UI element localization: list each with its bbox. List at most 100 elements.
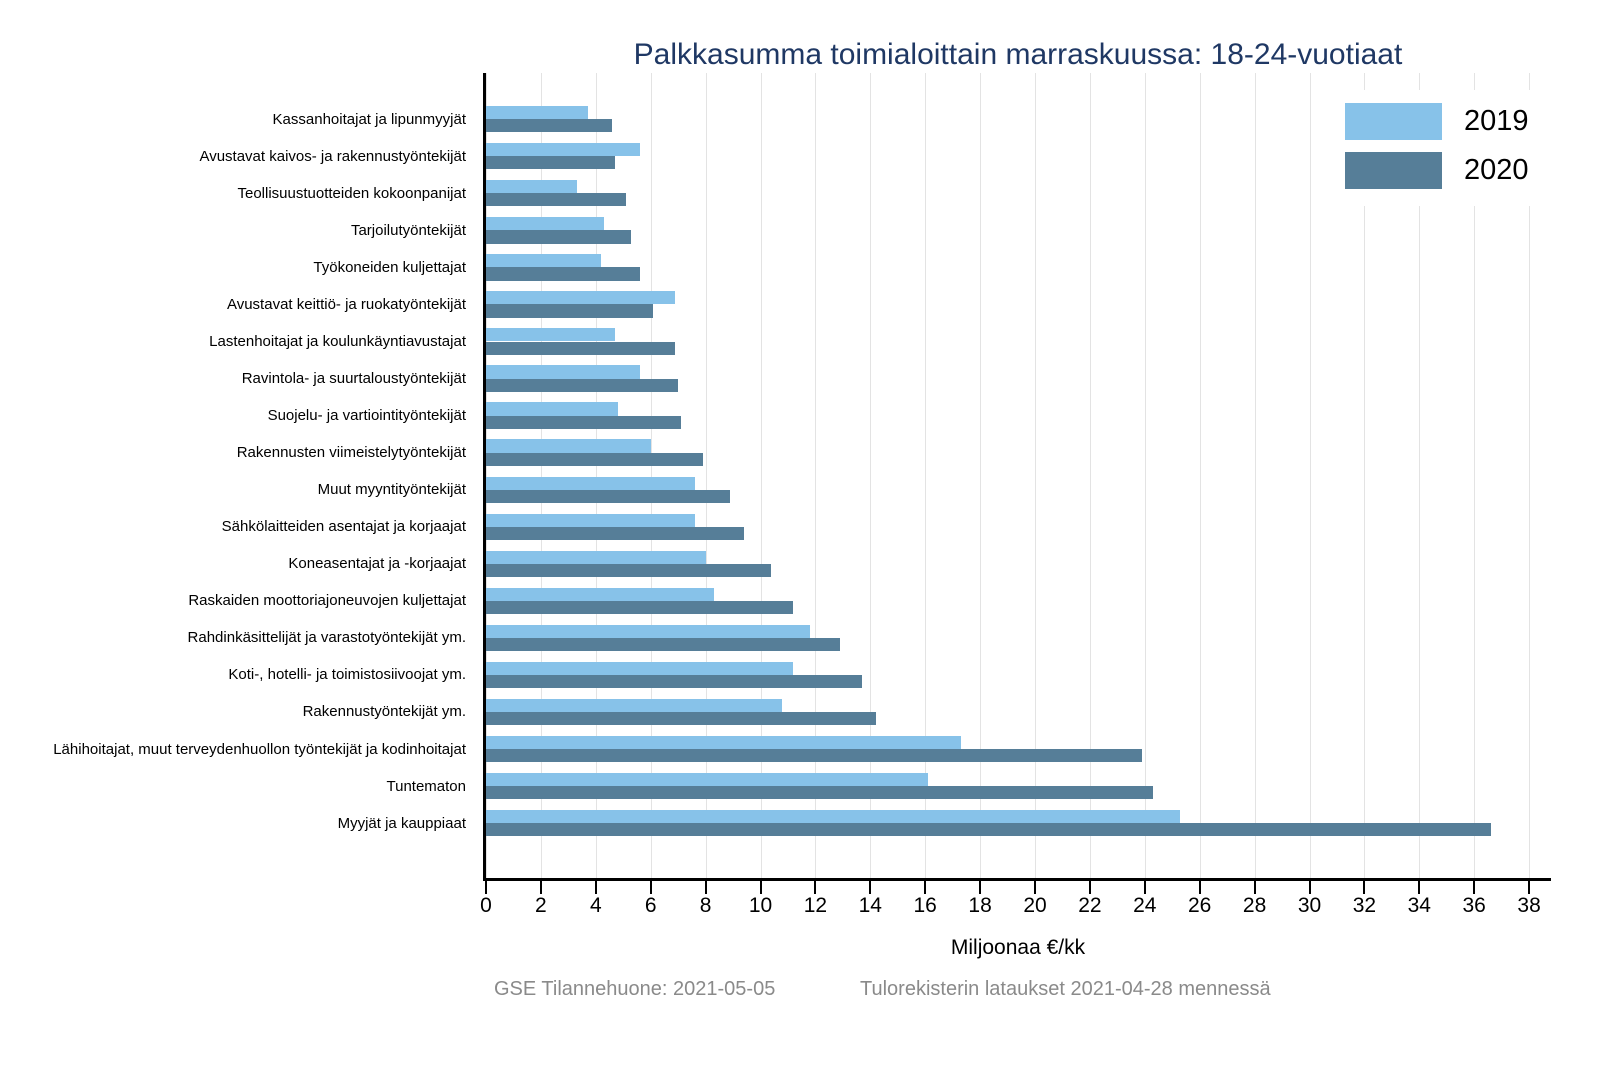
- gridline-38: [1529, 73, 1531, 880]
- gridline-8: [705, 73, 707, 880]
- bar-2020-row-18: [486, 786, 1154, 800]
- bar-2019-row-12: [486, 550, 706, 564]
- x-tick-4: [594, 881, 597, 894]
- legend-swatch-2019: [1345, 103, 1442, 140]
- gridline-16: [925, 73, 927, 880]
- x-tick-label-28: 28: [1242, 894, 1267, 917]
- gridline-32: [1364, 73, 1366, 880]
- x-tick-label-22: 22: [1078, 894, 1102, 917]
- plot-area: 2019 2020: [486, 73, 1564, 880]
- bar-2020-row-16: [486, 712, 876, 726]
- bar-2020-row-12: [486, 563, 772, 577]
- bar-2019-row-8: [486, 402, 618, 416]
- legend-label-2019: 2019: [1464, 105, 1529, 137]
- chart-title: Palkkasumma toimialoittain marraskuussa:…: [633, 38, 1403, 71]
- bar-2019-row-1: [486, 143, 640, 157]
- category-label-6: Lastenhoitajat ja koulunkäyntiavustajat: [209, 332, 466, 350]
- bar-2019-row-19: [486, 809, 1181, 824]
- category-label-0: Kassanhoitajat ja lipunmyyjät: [272, 110, 466, 128]
- x-tick-label-26: 26: [1188, 894, 1212, 917]
- bar-2019-row-16: [486, 698, 783, 712]
- category-label-8: Suojelu- ja vartiointityöntekijät: [267, 407, 466, 425]
- x-tick-18: [979, 881, 982, 894]
- x-tick-label-0: 0: [480, 894, 492, 917]
- legend-item-2019: 2019: [1345, 103, 1564, 140]
- bar-2020-row-14: [486, 637, 841, 652]
- x-tick-label-16: 16: [913, 894, 937, 917]
- x-tick-label-12: 12: [803, 894, 828, 917]
- x-tick-12: [814, 881, 817, 894]
- x-tick-label-8: 8: [699, 894, 712, 917]
- bar-2020-row-10: [486, 489, 731, 503]
- bar-2019-row-7: [486, 365, 640, 379]
- category-label-16: Rakennustyöntekijät ym.: [302, 703, 466, 721]
- gridline-34: [1419, 73, 1421, 880]
- x-tick-34: [1418, 881, 1421, 894]
- bar-2020-row-6: [486, 341, 676, 355]
- bar-2020-row-0: [486, 119, 613, 133]
- gridline-30: [1309, 73, 1311, 880]
- legend-swatch-2020: [1345, 152, 1442, 189]
- x-tick-8: [704, 881, 707, 894]
- gridline-36: [1474, 73, 1476, 880]
- gridline-20: [1035, 73, 1036, 880]
- x-tick-32: [1363, 881, 1366, 894]
- bar-2020-row-11: [486, 526, 745, 540]
- x-axis-line: [483, 878, 1551, 881]
- gridline-22: [1089, 73, 1091, 880]
- category-label-13: Raskaiden moottoriajoneuvojen kuljettaja…: [188, 592, 466, 610]
- x-tick-label-30: 30: [1297, 894, 1322, 917]
- x-tick-label-36: 36: [1462, 894, 1486, 917]
- y-axis-line: [483, 73, 486, 881]
- category-label-19: Myyjät ja kauppiaat: [337, 814, 466, 832]
- bar-2019-row-13: [486, 587, 714, 601]
- x-tick-22: [1088, 881, 1091, 894]
- x-tick-24: [1143, 881, 1146, 894]
- bar-2020-row-13: [486, 600, 794, 615]
- x-tick-20: [1034, 881, 1036, 894]
- x-tick-label-6: 6: [644, 894, 657, 917]
- x-tick-label-34: 34: [1407, 894, 1431, 917]
- category-label-1: Avustavat kaivos- ja rakennustyöntekijät: [199, 147, 466, 165]
- bar-2020-row-7: [486, 378, 679, 392]
- bar-2020-row-8: [486, 415, 681, 429]
- bar-2020-row-1: [486, 156, 615, 170]
- legend-label-2020: 2020: [1464, 154, 1529, 186]
- legend-item-2020: 2020: [1345, 152, 1564, 189]
- footer-source: GSE Tilannehuone: 2021-05-05: [494, 978, 776, 1000]
- category-label-4: Työkoneiden kuljettajat: [313, 258, 466, 276]
- category-label-15: Koti-, hotelli- ja toimistosiivoojat ym.: [228, 666, 466, 684]
- x-tick-label-2: 2: [535, 894, 547, 917]
- category-label-9: Rakennusten viimeistelytyöntekijät: [236, 444, 466, 462]
- bar-2019-row-0: [486, 106, 588, 120]
- bar-2019-row-14: [486, 624, 810, 638]
- x-tick-36: [1473, 881, 1476, 894]
- x-tick-30: [1308, 881, 1311, 894]
- bar-2019-row-18: [486, 772, 928, 787]
- gridline-26: [1199, 73, 1201, 880]
- x-axis-label: Miljoonaa €/kk: [950, 936, 1086, 959]
- gridline-10: [760, 73, 762, 880]
- bar-2019-row-2: [486, 180, 577, 194]
- bar-2020-row-9: [486, 452, 703, 466]
- bar-2019-row-3: [486, 217, 605, 231]
- category-label-14: Rahdinkäsittelijät ja varastotyöntekijät…: [187, 629, 466, 647]
- bar-2019-row-10: [486, 476, 695, 490]
- bar-2020-row-19: [486, 823, 1491, 837]
- category-label-2: Teollisuustuotteiden kokoonpanijat: [237, 184, 467, 202]
- bar-2019-row-11: [486, 513, 695, 527]
- gridline-12: [815, 73, 817, 880]
- x-tick-6: [649, 881, 652, 894]
- x-tick-16: [924, 881, 927, 894]
- category-label-18: Tuntematon: [386, 777, 467, 795]
- category-label-10: Muut myyntityöntekijät: [317, 481, 466, 499]
- x-tick-label-10: 10: [748, 894, 773, 917]
- x-tick-38: [1528, 881, 1531, 894]
- bar-2020-row-5: [486, 304, 654, 318]
- x-tick-0: [485, 881, 487, 894]
- x-tick-label-18: 18: [968, 894, 992, 917]
- x-tick-label-20: 20: [1023, 894, 1047, 917]
- bar-2019-row-4: [486, 254, 602, 268]
- x-tick-label-4: 4: [589, 894, 602, 917]
